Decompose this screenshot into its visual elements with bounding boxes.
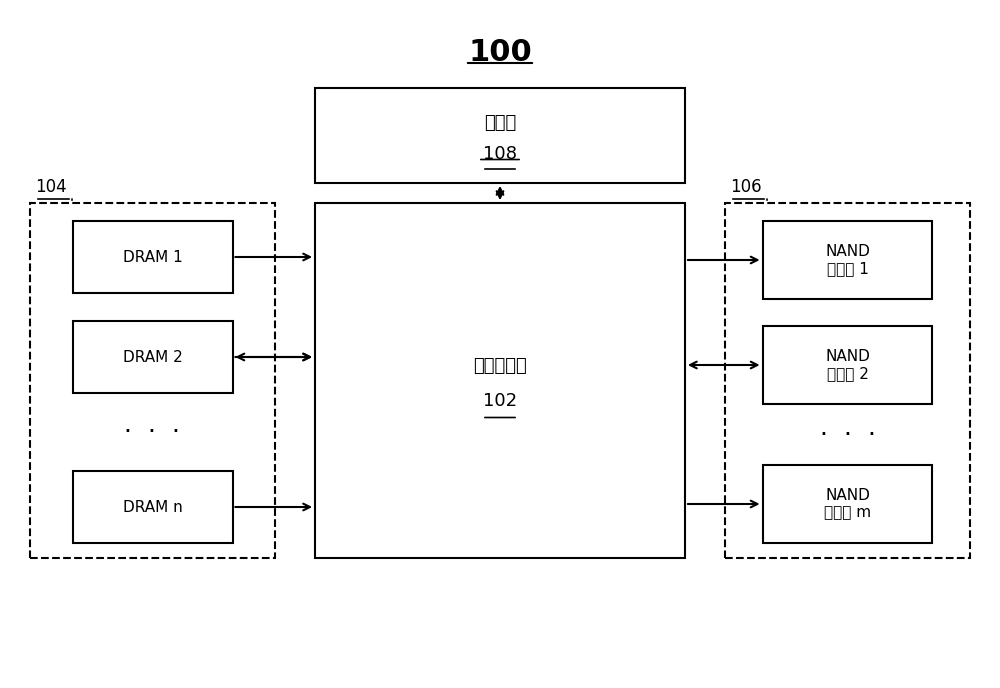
Text: 104: 104 — [35, 178, 67, 196]
FancyBboxPatch shape — [73, 221, 233, 293]
FancyBboxPatch shape — [763, 326, 932, 404]
Text: 处理器: 处理器 — [484, 114, 516, 131]
Text: NAND
存储器 m: NAND 存储器 m — [824, 488, 871, 520]
FancyBboxPatch shape — [73, 471, 233, 543]
Text: 102: 102 — [483, 391, 517, 409]
Text: NAND
存储器 1: NAND 存储器 1 — [825, 244, 870, 276]
FancyBboxPatch shape — [763, 465, 932, 543]
Text: DRAM 2: DRAM 2 — [123, 350, 182, 365]
FancyBboxPatch shape — [763, 221, 932, 299]
FancyBboxPatch shape — [315, 88, 685, 183]
FancyBboxPatch shape — [73, 321, 233, 393]
Text: 混合控制器: 混合控制器 — [473, 356, 527, 374]
Text: 108: 108 — [483, 144, 517, 162]
FancyBboxPatch shape — [315, 203, 685, 558]
Text: DRAM 1: DRAM 1 — [123, 250, 182, 264]
Text: NAND
存储器 2: NAND 存储器 2 — [825, 349, 870, 381]
Text: 106: 106 — [730, 178, 762, 196]
Text: DRAM n: DRAM n — [123, 499, 182, 515]
Text: 100: 100 — [468, 38, 532, 67]
Text: ·  ·  ·: · · · — [820, 422, 876, 447]
Text: ·  ·  ·: · · · — [124, 420, 180, 444]
